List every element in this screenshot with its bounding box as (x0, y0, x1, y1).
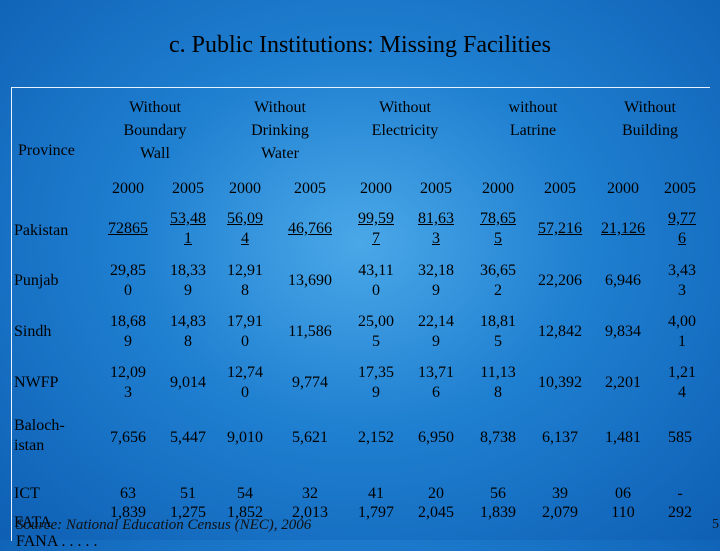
cell-2-1: 14,83 8 (170, 313, 206, 350)
cell-1-9: 3,43 3 (668, 262, 696, 299)
cell-4-7: 6,137 (542, 429, 578, 446)
cell-1-3: 13,690 (288, 272, 332, 289)
page-title: c. Public Institutions: Missing Faciliti… (168, 32, 551, 58)
cell-2-5: 22,14 9 (418, 313, 454, 350)
cell-0-2: 56,09 4 (227, 210, 263, 247)
cell-5-5: 20 (428, 485, 444, 502)
cell-0-0: 72865 (108, 220, 148, 237)
cell-3-6: 11,13 8 (480, 364, 516, 401)
row-province-5: ICT (14, 485, 40, 502)
year-header-4: 2000 (360, 180, 392, 197)
cell-3-5: 13,71 6 (418, 364, 454, 401)
cell-1-0: 29,85 0 (110, 262, 146, 299)
group-header-4: Without Building (621, 99, 678, 139)
cell-4-0: 7,656 (110, 429, 146, 446)
cell-4-9: 585 (668, 429, 692, 446)
group-header-1: Without Drinking Water (251, 99, 309, 162)
cell-6-7: 2,079 (542, 504, 578, 521)
cell-5-4: 41 (368, 485, 384, 502)
cell-0-7: 57,216 (538, 220, 582, 237)
cell-5-7: 39 (552, 485, 568, 502)
cell-3-3: 9,774 (292, 374, 328, 391)
cell-3-0: 12,09 3 (110, 364, 146, 401)
cell-2-6: 18,81 5 (480, 313, 516, 350)
cell-5-8: 06 (615, 485, 631, 502)
cell-0-5: 81,63 3 (418, 210, 454, 247)
cell-3-2: 12,74 0 (227, 364, 263, 401)
year-header-6: 2000 (482, 180, 514, 197)
year-header-3: 2005 (294, 180, 326, 197)
cell-1-2: 12,91 8 (227, 262, 263, 299)
cell-5-3: 32 (302, 485, 318, 502)
group-header-3: without Latrine (508, 99, 558, 139)
cell-6-0: 1,839 (110, 504, 146, 521)
cell-4-1: 5,447 (170, 429, 206, 446)
cell-2-4: 25,00 5 (358, 313, 394, 350)
cell-4-5: 6,950 (418, 429, 454, 446)
source-note: Source: National Education Census (NEC),… (16, 517, 312, 533)
cell-1-8: 6,946 (605, 272, 641, 289)
year-header-5: 2005 (420, 180, 452, 197)
year-header-1: 2005 (172, 180, 204, 197)
cell-1-7: 22,206 (538, 272, 582, 289)
cell-2-9: 4,00 1 (668, 313, 696, 350)
cell-2-2: 17,91 0 (227, 313, 263, 350)
cell-3-1: 9,014 (170, 374, 206, 391)
cell-3-4: 17,35 9 (358, 364, 394, 401)
cell-0-9: 9,77 6 (668, 210, 696, 247)
cell-2-3: 11,586 (288, 323, 332, 340)
cell-0-3: 46,766 (288, 220, 332, 237)
row-province-2: Sindh (14, 323, 52, 340)
cell-4-8: 1,481 (605, 429, 641, 446)
cell-4-4: 2,152 (358, 429, 394, 446)
row-province-0: Pakistan (14, 222, 69, 239)
page-number: 5 (712, 517, 719, 532)
year-header-2: 2000 (229, 180, 261, 197)
cell-0-8: 21,126 (601, 220, 645, 237)
year-header-0: 2000 (112, 180, 144, 197)
cell-2-7: 12,842 (538, 323, 582, 340)
cell-1-4: 43,11 0 (358, 262, 394, 299)
cell-5-0: 63 (120, 485, 136, 502)
year-header-7: 2005 (544, 180, 576, 197)
province-header: Province (18, 142, 75, 159)
cell-0-1: 53,48 1 (170, 210, 206, 247)
cell-6-5: 2,045 (418, 504, 454, 521)
cell-6-4: 1,797 (358, 504, 394, 521)
cell-0-6: 78,65 5 (480, 210, 516, 247)
cell-1-6: 36,65 2 (480, 262, 516, 299)
cell-4-6: 8,738 (480, 429, 516, 446)
group-header-0: Without Boundary Wall (123, 99, 187, 162)
cell-6-9: 292 (668, 504, 692, 521)
cell-6-1: 1,275 (170, 504, 206, 521)
cell-2-0: 18,68 9 (110, 313, 146, 350)
cell-6-3: 2,013 (292, 504, 328, 521)
table-frame (11, 87, 710, 541)
cell-3-8: 2,201 (605, 374, 641, 391)
cell-5-6: 56 (490, 485, 506, 502)
cell-3-7: 10,392 (538, 374, 582, 391)
group-header-2: Without Electricity (371, 99, 439, 139)
year-header-9: 2005 (664, 180, 696, 197)
cell-0-4: 99,59 7 (358, 210, 394, 247)
cell-6-2: 1,852 (227, 504, 263, 521)
cell-1-5: 32,18 9 (418, 262, 454, 299)
cell-2-8: 9,834 (605, 323, 641, 340)
row-province-1: Punjab (14, 272, 59, 289)
cell-3-9: 1,21 4 (668, 364, 696, 401)
cell-6-6: 1,839 (480, 504, 516, 521)
cell-5-2: 54 (237, 485, 253, 502)
cell-5-9: - (677, 485, 683, 502)
cell-4-3: 5,621 (292, 429, 328, 446)
year-header-8: 2000 (607, 180, 639, 197)
row-province-3: NWFP (14, 374, 59, 391)
cell-6-8: 110 (611, 504, 635, 521)
row-province-6: FATA (14, 514, 52, 531)
cell-5-1: 51 (180, 485, 196, 502)
cell-1-1: 18,33 9 (170, 262, 206, 299)
cell-4-2: 9,010 (227, 429, 263, 446)
partial-row-fana: FANA . . . . . (16, 533, 98, 550)
row-province-4: Baloch-istan (14, 417, 65, 454)
